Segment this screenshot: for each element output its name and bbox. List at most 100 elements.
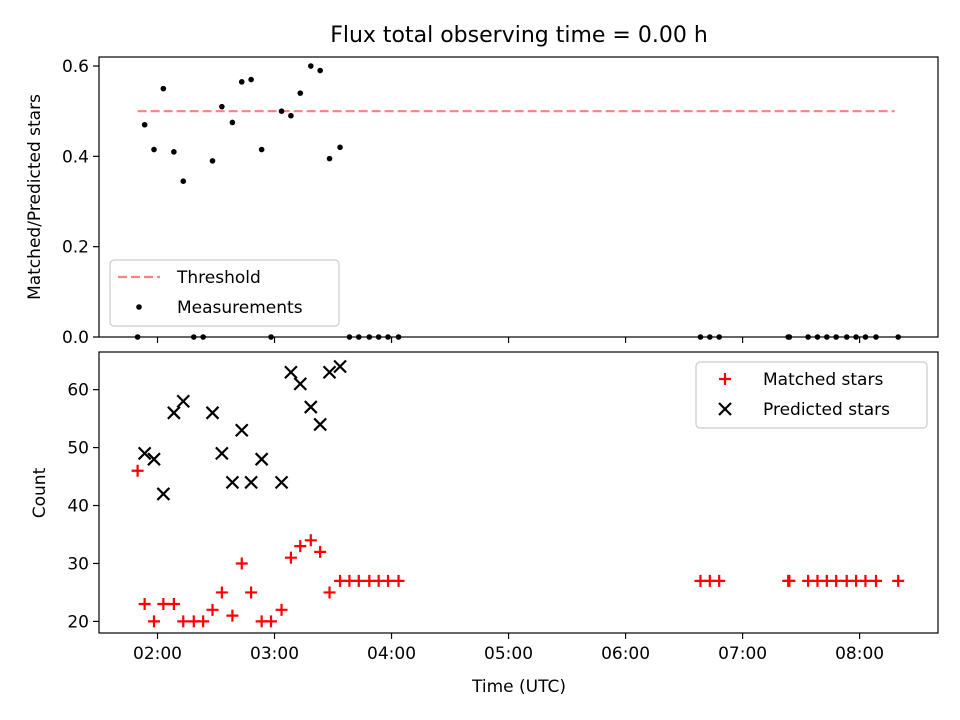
x-tick-label: 08:00 <box>835 644 884 664</box>
y-tick-label: 20 <box>67 612 89 632</box>
bottom-legend: Matched stars Predicted stars <box>695 361 928 429</box>
y-tick-label: 0.2 <box>62 238 89 258</box>
y-tick-label: 0.4 <box>62 147 89 167</box>
measurement-point <box>248 76 254 83</box>
matched-stars-point <box>382 574 395 587</box>
top-chart-title: Flux total observing time = 0.00 h <box>330 23 708 48</box>
matched-stars-point <box>869 574 882 587</box>
predicted-stars-point <box>176 394 191 409</box>
predicted-stars-point <box>333 359 347 374</box>
measurement-point <box>326 155 333 162</box>
measurement-point <box>258 146 265 153</box>
matched-stars-point <box>206 603 219 616</box>
bottom-x-axis-label: Time (UTC) <box>471 677 566 697</box>
matched-stars-point <box>783 574 796 587</box>
measurement-point <box>238 79 245 85</box>
measurement-point <box>171 149 177 155</box>
predicted-stars-point <box>167 406 181 420</box>
x-tick-label: 06:00 <box>601 644 650 664</box>
x-tick-label: 02:00 <box>133 644 182 664</box>
measurement-point <box>229 119 236 126</box>
legend-measurements-label: Measurements <box>177 298 303 318</box>
x-tick-label: 07:00 <box>718 644 767 664</box>
top-y-axis-label: Matched/Predicted stars <box>25 94 45 300</box>
predicted-stars-point <box>274 475 289 490</box>
predicted-stars-point <box>322 365 337 380</box>
matched-stars-point <box>157 598 170 611</box>
matched-stars-point <box>215 586 228 599</box>
matched-stars-point <box>892 574 905 587</box>
matched-stars-point <box>713 574 726 587</box>
legend-matched-swatch <box>719 373 731 385</box>
matched-stars-point <box>830 574 843 587</box>
matched-stars-point <box>226 609 239 622</box>
bottom-plot: 20 30 40 50 60 02:00 03:00 04:00 05:00 06:00 07:00… <box>67 351 939 664</box>
predicted-stars-point <box>156 487 171 501</box>
matched-stars-point <box>314 545 327 558</box>
measurement-point <box>160 85 167 92</box>
measurement-point <box>219 103 225 110</box>
legend-predicted-swatch <box>718 402 732 416</box>
axes-frame <box>98 56 939 338</box>
predicted-stars-point <box>313 417 327 432</box>
matched-stars-point <box>275 603 288 616</box>
matched-stars-point <box>167 598 180 611</box>
bottom-y-axis-label: Count <box>30 467 50 518</box>
predicted-stars-point <box>284 365 298 380</box>
predicted-stars-point <box>147 452 161 466</box>
matched-stars-point <box>147 615 160 628</box>
legend-matched-label: Matched stars <box>763 370 883 390</box>
measurement-point <box>141 121 148 128</box>
measurement-point <box>297 90 304 96</box>
measurement-point <box>317 67 323 74</box>
legend-predicted-label: Predicted stars <box>763 400 890 420</box>
matched-stars-point <box>294 540 307 553</box>
matched-stars-point <box>859 574 872 587</box>
x-tick-label: 05:00 <box>484 644 533 664</box>
measurement-point <box>307 63 314 69</box>
predicted-stars-point <box>225 475 240 490</box>
predicted-stars-point <box>244 475 258 490</box>
predicted-stars-point <box>205 406 220 420</box>
predicted-stars-point <box>215 446 229 461</box>
matched-stars-point <box>138 598 151 611</box>
legend-frame <box>109 259 340 327</box>
y-tick-label: 60 <box>67 381 89 401</box>
y-tick-label: 50 <box>67 439 89 459</box>
axes-frame <box>98 351 939 634</box>
matched-stars-point <box>197 615 210 628</box>
matched-stars-point <box>177 615 190 628</box>
measurement-point <box>209 158 216 164</box>
measurement-point <box>180 178 187 184</box>
measurement-point <box>278 108 285 114</box>
predicted-stars-point <box>304 400 318 414</box>
predicted-stars-point <box>293 377 308 391</box>
top-legend: Threshold Measurements <box>109 259 340 327</box>
matched-stars-point <box>284 551 297 564</box>
y-tick-label: 30 <box>67 554 89 574</box>
legend-frame <box>695 361 928 429</box>
matched-stars-point <box>352 574 365 587</box>
matched-stars-point <box>265 615 278 628</box>
y-tick-label: 0.6 <box>62 57 89 77</box>
predicted-stars-point <box>137 446 152 461</box>
matched-stars-point <box>392 574 405 587</box>
x-tick-label: 03:00 <box>250 644 299 664</box>
legend-measurements-swatch <box>136 304 142 310</box>
matched-stars-point <box>235 557 248 570</box>
x-tick-label: 04:00 <box>367 644 416 664</box>
matched-stars-point <box>245 586 258 599</box>
y-tick-label: 40 <box>67 497 89 517</box>
measurement-point <box>151 146 157 153</box>
matched-stars-point <box>131 464 144 477</box>
measurement-point <box>337 144 343 151</box>
legend-threshold-label: Threshold <box>176 268 261 288</box>
predicted-stars-point <box>254 452 269 466</box>
y-tick-label: 0.0 <box>62 328 89 348</box>
measurement-point <box>288 112 294 119</box>
matched-stars-point <box>323 586 336 599</box>
predicted-stars-point <box>234 423 249 437</box>
matched-stars-point <box>304 534 317 547</box>
top-plot: 0.0 0.2 0.4 0.6 Threshold Measurements <box>62 56 939 348</box>
